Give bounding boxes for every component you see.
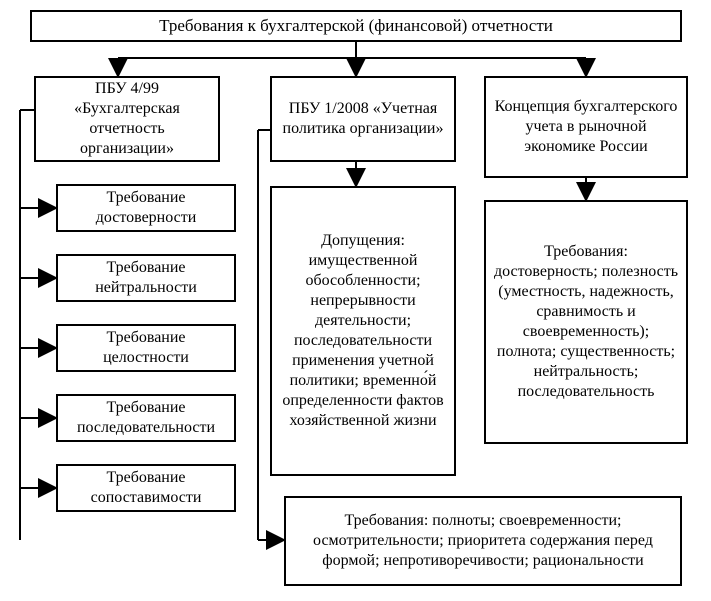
req-label: Требование достоверности <box>64 188 228 228</box>
branch-pbu12008-label: ПБУ 1/2008 «Учетная политика организации… <box>278 99 448 139</box>
root-label: Требования к бухгалтерской (финансовой) … <box>159 15 553 36</box>
branch-pbu12008: ПБУ 1/2008 «Учетная политика организации… <box>270 76 456 162</box>
req-label: Требование нейтральности <box>64 258 228 298</box>
req-label: Требование последовательности <box>64 398 228 438</box>
requirements-concept-label: Требования: достоверность; полезность (у… <box>492 242 680 402</box>
requirements-pbu12008-node: Требования: полноты; своевременности; ос… <box>284 496 682 586</box>
req-label: Требование целостности <box>64 328 228 368</box>
req-neytralnost: Требование нейтральности <box>56 254 236 302</box>
assumptions-node: Допущения: имущественной обособленности;… <box>270 186 456 476</box>
assumptions-label: Допущения: имущественной обособленности;… <box>278 231 448 431</box>
diagram-canvas: Требования к бухгалтерской (финансовой) … <box>0 0 711 601</box>
branch-pbu499: ПБУ 4/99 «Бухгалтерская отчетность орган… <box>34 76 220 162</box>
req-label: Требование сопоставимости <box>64 468 228 508</box>
root-node: Требования к бухгалтерской (финансовой) … <box>30 10 682 42</box>
branch-concept: Концепция бухгалтерского учета в рыночно… <box>484 76 688 178</box>
req-tselostnost: Требование целостности <box>56 324 236 372</box>
branch-concept-label: Концепция бухгалтерского учета в рыночно… <box>492 97 680 157</box>
req-posledovatelnost: Требование последовательности <box>56 394 236 442</box>
branch-pbu499-label: ПБУ 4/99 «Бухгалтерская отчетность орган… <box>42 79 212 159</box>
requirements-concept-node: Требования: достоверность; полезность (у… <box>484 200 688 444</box>
req-sopostavimost: Требование сопоставимости <box>56 464 236 512</box>
requirements-pbu12008-label: Требования: полноты; своевременности; ос… <box>292 511 674 571</box>
req-dostovernost: Требование достоверности <box>56 184 236 232</box>
